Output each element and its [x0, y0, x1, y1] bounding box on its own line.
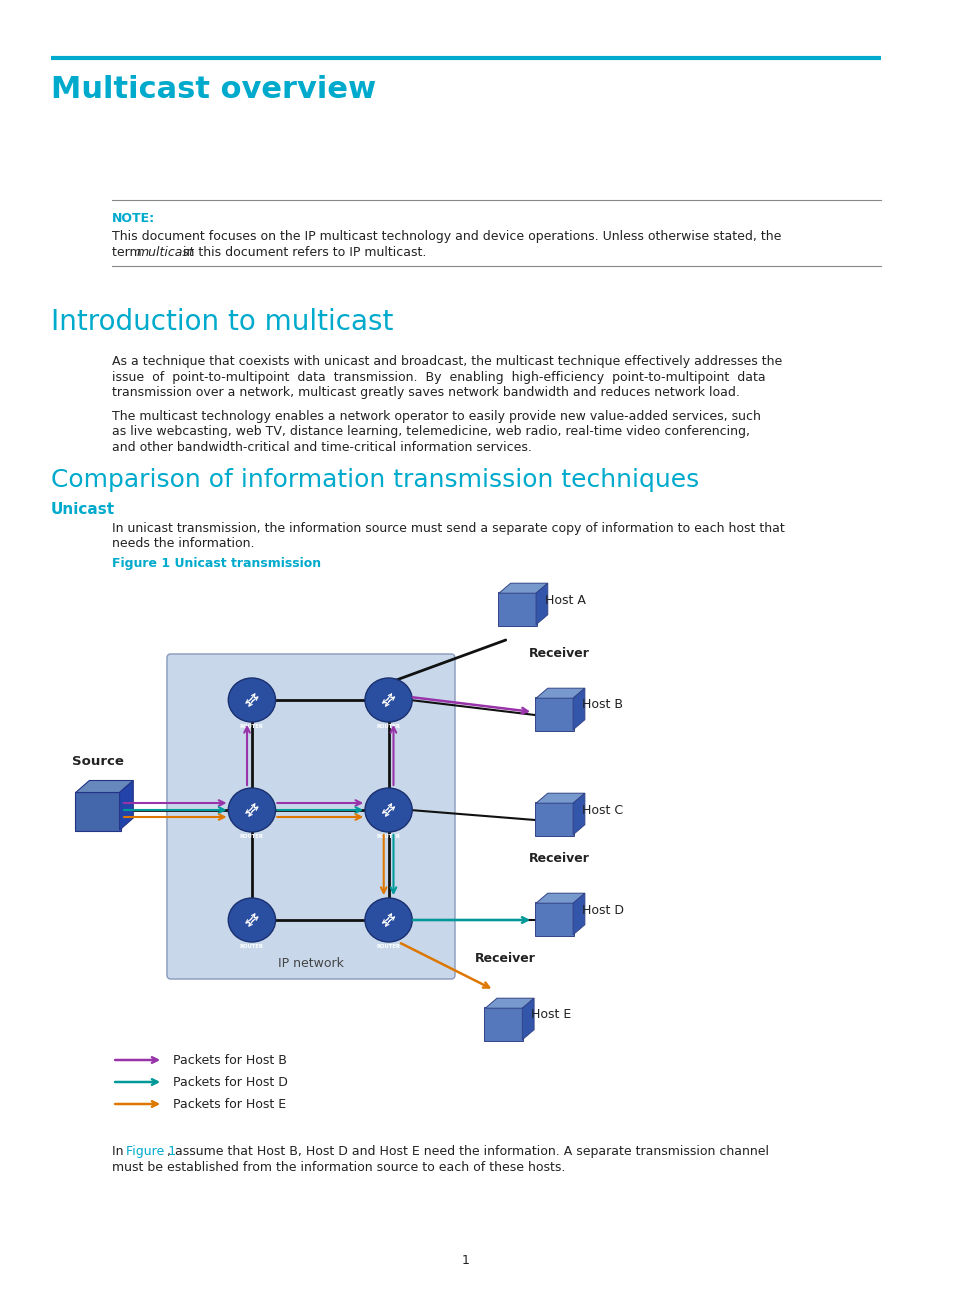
Text: multicast: multicast — [137, 246, 194, 259]
Text: term: term — [112, 246, 146, 259]
Text: In: In — [112, 1144, 128, 1159]
Polygon shape — [573, 688, 584, 730]
Ellipse shape — [228, 898, 275, 942]
Text: The multicast technology enables a network operator to easily provide new value-: The multicast technology enables a netwo… — [112, 410, 760, 422]
Text: Host C: Host C — [581, 804, 622, 816]
Polygon shape — [536, 583, 547, 625]
Text: issue  of  point-to-multipoint  data  transmission.  By  enabling  high-efficien: issue of point-to-multipoint data transm… — [112, 371, 765, 384]
Ellipse shape — [365, 678, 412, 722]
Polygon shape — [522, 998, 534, 1039]
FancyBboxPatch shape — [484, 1007, 523, 1041]
Polygon shape — [573, 893, 584, 934]
Text: Unicast: Unicast — [51, 502, 114, 517]
Text: as live webcasting, web TV, distance learning, telemedicine, web radio, real-tim: as live webcasting, web TV, distance lea… — [112, 425, 749, 438]
FancyBboxPatch shape — [535, 902, 574, 936]
Ellipse shape — [228, 678, 275, 722]
Ellipse shape — [365, 898, 412, 942]
Polygon shape — [119, 780, 133, 829]
Text: Receiver: Receiver — [474, 953, 535, 966]
Text: Source: Source — [71, 756, 124, 769]
FancyBboxPatch shape — [535, 697, 574, 731]
Text: 1: 1 — [461, 1253, 469, 1266]
FancyBboxPatch shape — [497, 592, 537, 626]
Text: , assume that Host B, Host D and Host E need the information. A separate transmi: , assume that Host B, Host D and Host E … — [167, 1144, 768, 1159]
Text: Comparison of information transmission techniques: Comparison of information transmission t… — [51, 468, 699, 492]
Text: In unicast transmission, the information source must send a separate copy of inf: In unicast transmission, the information… — [112, 522, 784, 535]
Text: Host B: Host B — [581, 699, 622, 712]
Text: ROUTER: ROUTER — [376, 835, 400, 839]
Text: needs the information.: needs the information. — [112, 537, 254, 550]
Text: Host D: Host D — [581, 903, 623, 916]
FancyBboxPatch shape — [167, 654, 455, 978]
Text: Packets for Host B: Packets for Host B — [172, 1054, 287, 1067]
Text: ROUTER: ROUTER — [239, 724, 264, 728]
Text: Host A: Host A — [544, 594, 585, 607]
Text: Host E: Host E — [531, 1008, 571, 1021]
Polygon shape — [498, 583, 547, 594]
Text: transmission over a network, multicast greatly saves network bandwidth and reduc: transmission over a network, multicast g… — [112, 386, 740, 399]
Text: IP network: IP network — [277, 956, 344, 969]
Polygon shape — [536, 893, 584, 903]
Ellipse shape — [365, 788, 412, 832]
Text: As a technique that coexists with unicast and broadcast, the multicast technique: As a technique that coexists with unicas… — [112, 355, 781, 368]
Polygon shape — [573, 793, 584, 835]
FancyBboxPatch shape — [74, 792, 120, 831]
Text: ROUTER: ROUTER — [239, 943, 264, 949]
Text: This document focuses on the IP multicast technology and device operations. Unle: This document focuses on the IP multicas… — [112, 229, 781, 244]
Text: ROUTER: ROUTER — [376, 943, 400, 949]
Text: Figure 1: Figure 1 — [126, 1144, 176, 1159]
Ellipse shape — [228, 788, 275, 832]
Text: Receiver: Receiver — [529, 647, 589, 660]
Polygon shape — [485, 998, 534, 1008]
Text: Receiver: Receiver — [529, 851, 589, 864]
Text: Packets for Host D: Packets for Host D — [172, 1076, 288, 1089]
Text: ROUTER: ROUTER — [376, 724, 400, 728]
Text: ROUTER: ROUTER — [239, 835, 264, 839]
Text: in this document refers to IP multicast.: in this document refers to IP multicast. — [179, 246, 426, 259]
Text: NOTE:: NOTE: — [112, 213, 155, 226]
Text: Introduction to multicast: Introduction to multicast — [51, 308, 393, 336]
Text: must be established from the information source to each of these hosts.: must be established from the information… — [112, 1161, 565, 1174]
Polygon shape — [536, 793, 584, 804]
Text: Figure 1 Unicast transmission: Figure 1 Unicast transmission — [112, 557, 321, 570]
Polygon shape — [75, 780, 133, 792]
Text: and other bandwidth-critical and time-critical information services.: and other bandwidth-critical and time-cr… — [112, 441, 532, 454]
Text: Multicast overview: Multicast overview — [51, 75, 375, 104]
FancyBboxPatch shape — [535, 802, 574, 836]
Text: Packets for Host E: Packets for Host E — [172, 1098, 286, 1111]
Polygon shape — [536, 688, 584, 699]
